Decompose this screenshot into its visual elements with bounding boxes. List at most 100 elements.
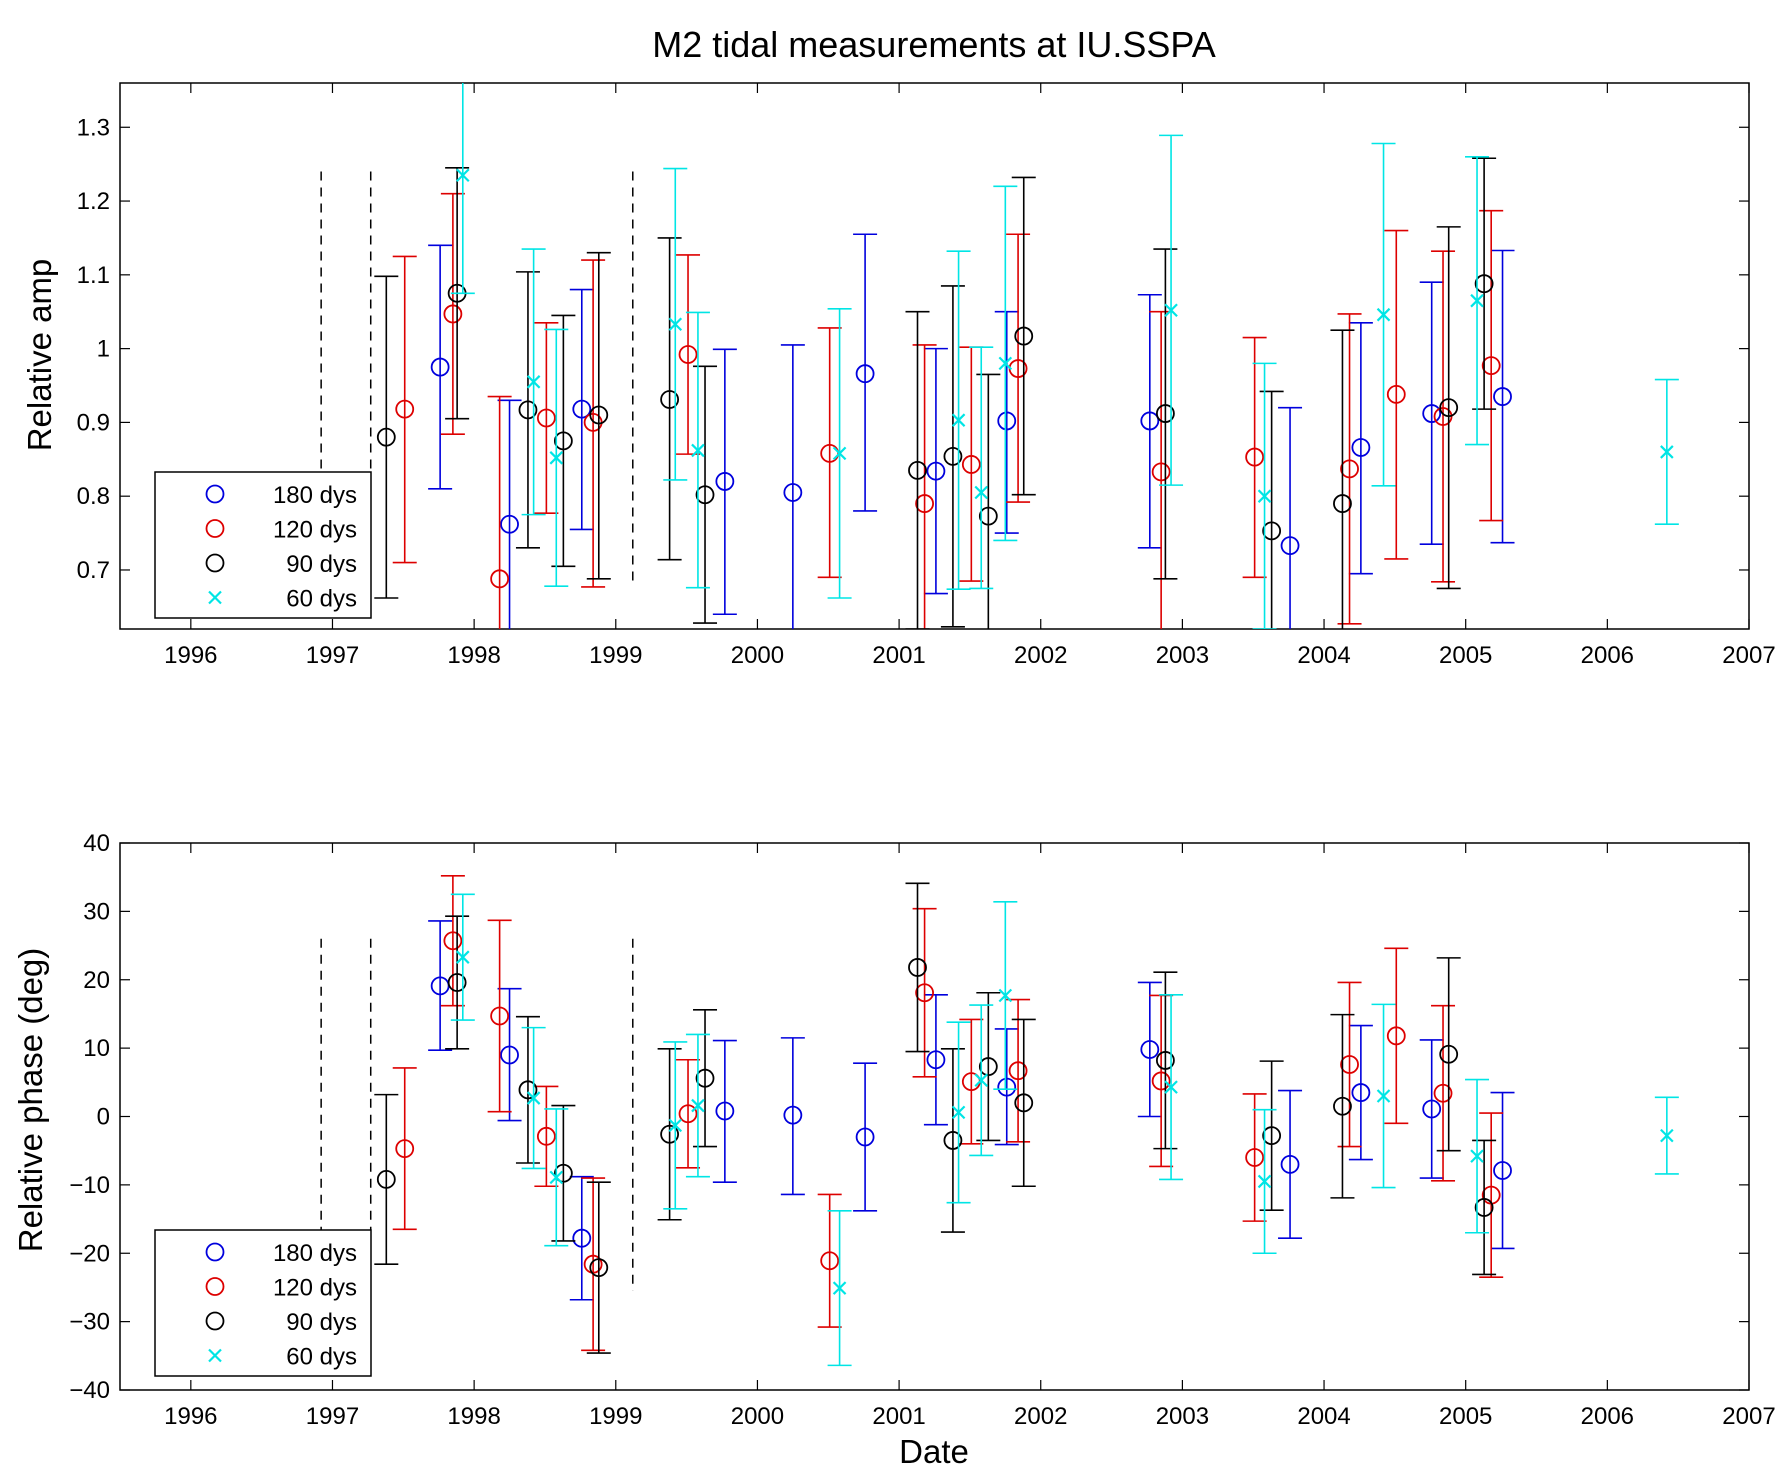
data-point [1151,462,1171,482]
data-point [695,485,715,505]
data-point [691,443,705,458]
data-point [395,399,415,419]
x-tick-label: 2007 [1722,1403,1775,1430]
data-point [1014,1093,1034,1113]
legend-label: 120 dys [273,517,357,544]
data-point [1151,1071,1171,1091]
data-point [998,988,1013,1003]
data-point [668,1118,683,1133]
data-point [715,1101,735,1121]
x-tick-label: 1999 [589,1403,642,1430]
data-point [660,1124,680,1144]
x-tick-label: 1996 [164,642,217,669]
data-point [951,1105,966,1120]
x-tick-label: 2002 [1014,1403,1067,1430]
y-axis-label-phase: Relative phase (deg) [12,948,49,1253]
data-point [572,399,592,419]
legend-marker [205,1242,225,1262]
data-point [589,1258,609,1278]
plot-frame [119,82,1750,630]
data-point [997,1077,1017,1097]
y-tick-label: 0 [97,1104,110,1131]
data-point [961,455,981,474]
data-point [1280,1154,1300,1174]
data-point [443,304,463,324]
x-tick-label: 1997 [306,1403,359,1430]
data-point [572,1228,592,1248]
legend-label: 90 dys [286,1309,357,1336]
x-tick-label: 2003 [1156,1403,1209,1430]
data-point [536,1126,556,1146]
data-point [490,1006,510,1026]
y-tick-label: 10 [83,1035,110,1062]
data-point [1470,293,1484,308]
data-point [668,317,683,332]
amplitude-panel: 1996 1997 1998 1999 2000 2001 2002 2003 2004 2005… [77,82,1776,669]
legend-label: 60 dys [286,1344,357,1371]
data-point [1422,404,1442,423]
data-point [526,1091,541,1105]
y-tick-label: 0.7 [77,557,110,584]
data-point [943,446,963,466]
data-point [1351,1083,1371,1102]
legend-box [154,471,372,619]
data-point [908,460,927,480]
data-point [1351,438,1371,457]
data-point [549,1170,564,1185]
data-point [536,408,556,428]
data-point [943,1131,963,1150]
x-axis-label: Date [899,1433,969,1470]
legend-marker [205,1277,225,1296]
x-tick-label: 1999 [589,642,642,669]
data-point [456,950,470,964]
data-point [1493,1161,1512,1180]
x-tick-label: 2005 [1439,1403,1492,1430]
x-tick-label: 2006 [1581,1403,1634,1430]
data-point [678,345,698,364]
y-tick-label: 0.8 [77,483,110,510]
x-tick-label: 2000 [731,642,784,669]
y-tick-label: −20 [69,1240,110,1267]
data-point [1474,274,1494,294]
x-tick-label: 1998 [447,642,500,669]
data-point [695,1068,715,1088]
data-point [395,1139,415,1159]
series-60-dys [450,83,1679,629]
data-point [1433,1083,1453,1103]
data-point [1481,356,1501,375]
data-point [926,461,946,481]
data-point [1333,1096,1352,1116]
data-point [1140,411,1160,431]
data-point [783,483,803,502]
data-point [456,168,470,183]
x-tick-label: 1996 [164,1403,217,1430]
data-point [1376,307,1391,322]
data-point [1140,1040,1160,1059]
y-tick-label: 1 [97,336,110,363]
data-point [997,411,1017,431]
data-point [1474,1198,1494,1217]
data-point [1660,1128,1674,1143]
data-point [518,400,538,420]
x-tick-label: 2001 [872,1403,925,1430]
data-point [1164,303,1178,318]
data-point [832,1281,847,1295]
data-point [1470,1149,1484,1163]
data-point [490,569,510,589]
x-tick-label: 2004 [1297,642,1350,669]
data-point [660,390,680,409]
data-point [1386,384,1406,404]
y-tick-label: 0.9 [77,409,110,436]
x-tick-label: 2004 [1297,1403,1350,1430]
data-point [974,485,989,500]
data-point [715,472,735,491]
data-point [1422,1099,1442,1119]
chart-title: M2 tidal measurements at IU.SSPA [652,24,1216,65]
series-90-dys [374,882,1497,1354]
data-point [915,494,934,513]
data-point [855,364,875,384]
y-tick-label: 20 [83,967,110,994]
y-tick-label: −30 [69,1309,110,1336]
data-point [820,1251,840,1271]
